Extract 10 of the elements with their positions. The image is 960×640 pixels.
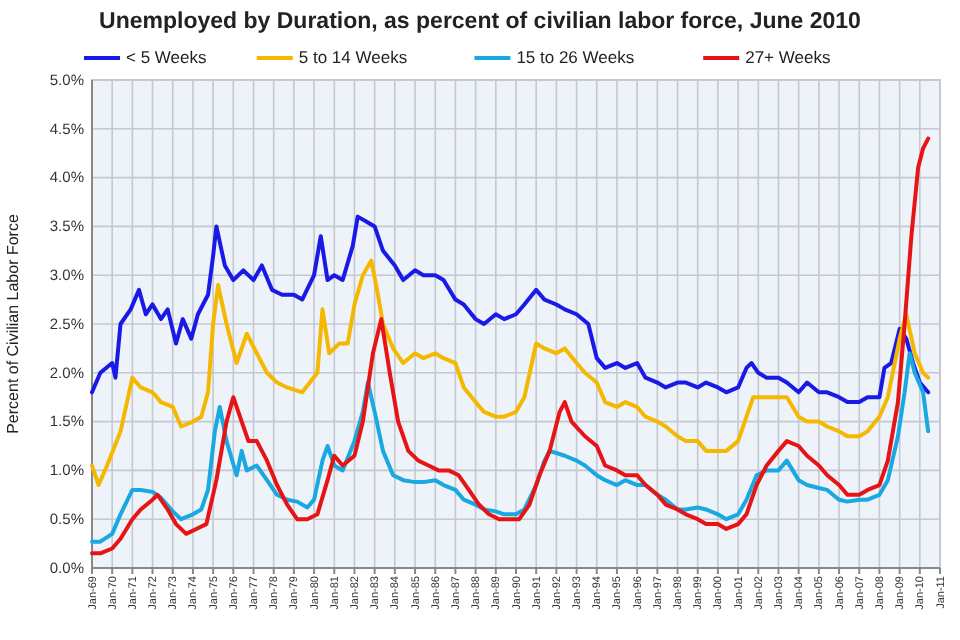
line-series [90, 214, 931, 405]
y-axis-title: Percent of Civilian Labor Force [4, 213, 22, 434]
line-series [90, 258, 931, 488]
legend-label: 5 to 14 Weeks [298, 47, 408, 68]
line-series [90, 351, 931, 544]
chart-title: Unemployed by Duration, as percent of civilian labor force, June 2010 [99, 10, 861, 34]
legend-label: 15 to 26 Weeks [516, 47, 635, 68]
legend-label: 27+ Weeks [745, 47, 831, 68]
legend-label: < 5 Weeks [126, 47, 207, 68]
line-series [90, 136, 931, 556]
